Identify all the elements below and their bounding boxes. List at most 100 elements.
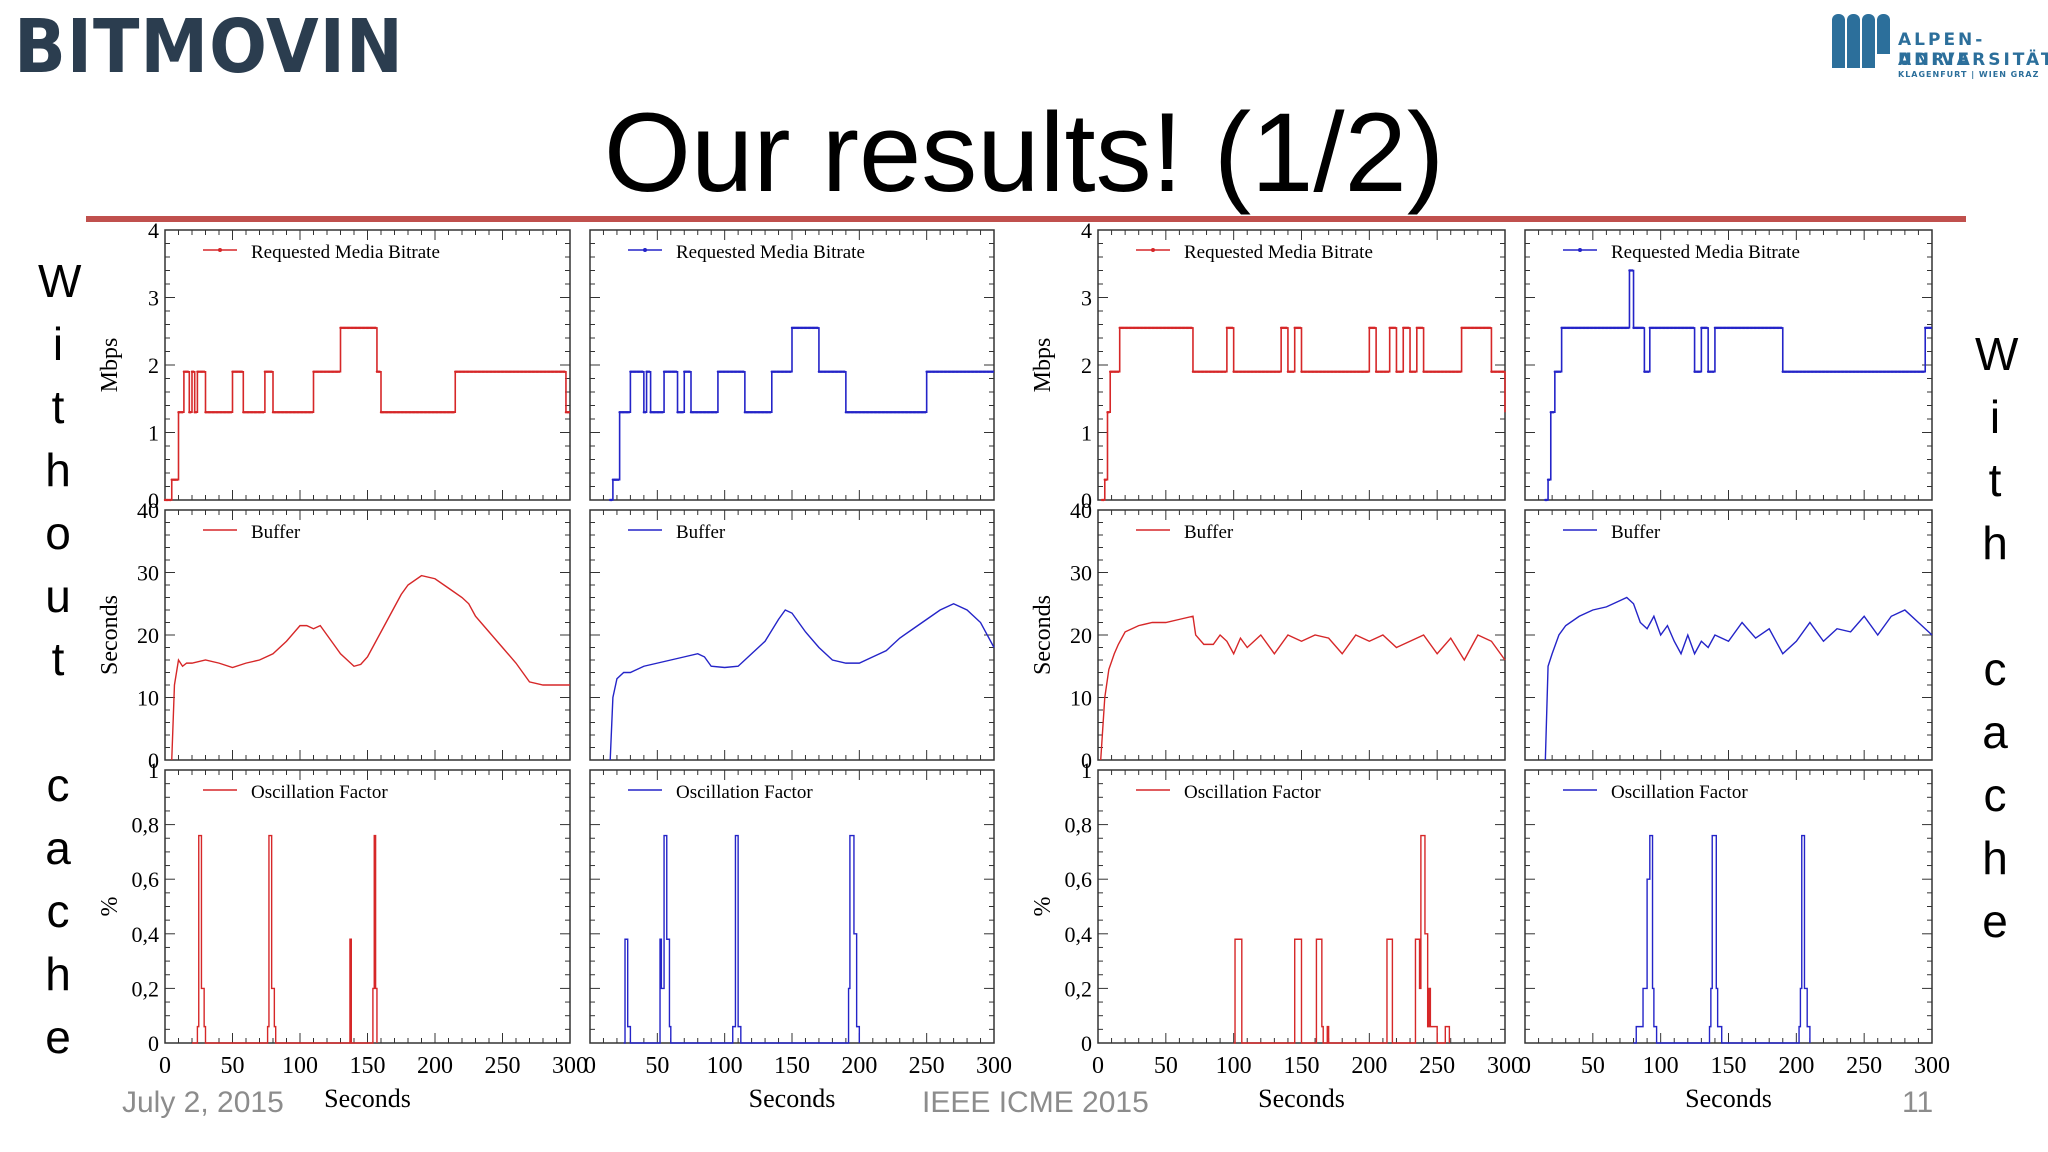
data-point bbox=[1488, 326, 1492, 330]
x-tick-label: 0 bbox=[1092, 1053, 1104, 1079]
legend-label: Oscillation Factor bbox=[1184, 782, 1321, 803]
series-line bbox=[1100, 615, 1506, 761]
x-tick-label: 50 bbox=[1581, 1053, 1605, 1079]
x-tick-label: 100 bbox=[1216, 1053, 1252, 1079]
y-axis-label: Mbps bbox=[1030, 338, 1056, 393]
y-tick-label: 10 bbox=[137, 686, 159, 711]
series-line bbox=[1544, 596, 1933, 761]
x-axis-label: Seconds bbox=[324, 1084, 411, 1113]
data-point bbox=[1705, 326, 1708, 330]
y-tick-label: 4 bbox=[1081, 218, 1092, 243]
data-point bbox=[1548, 478, 1551, 481]
legend-label: Oscillation Factor bbox=[251, 782, 388, 803]
data-point bbox=[924, 411, 927, 414]
series-line bbox=[1233, 834, 1451, 1044]
chart-column-4: Requested Media Bitrate Buffer Oscillation… bbox=[1519, 229, 1950, 1113]
chart-panel: 0 10 20 30 40 Seconds Buffer bbox=[1030, 498, 1506, 773]
side-letter: i bbox=[1989, 391, 2001, 443]
data-point bbox=[229, 411, 233, 414]
side-letter: a bbox=[1982, 706, 2008, 758]
x-tick-label: 200 bbox=[417, 1053, 453, 1079]
y-axis-label: Mbps bbox=[97, 338, 123, 393]
y-tick-label: 0 bbox=[148, 488, 159, 513]
y-tick-label: 30 bbox=[137, 561, 159, 586]
data-point bbox=[1104, 478, 1108, 481]
y-tick-label: 3 bbox=[1081, 286, 1092, 311]
data-point bbox=[1712, 370, 1715, 373]
data-point bbox=[1366, 370, 1370, 373]
series-line bbox=[1102, 327, 1506, 501]
data-point bbox=[769, 411, 772, 414]
x-tick-label: 200 bbox=[1351, 1053, 1387, 1079]
series-line bbox=[171, 574, 570, 761]
series-line bbox=[610, 327, 994, 501]
y-tick-label: 0 bbox=[1081, 748, 1092, 773]
y-tick-label: 0 bbox=[148, 1031, 159, 1056]
data-point bbox=[681, 411, 685, 414]
y-tick-label: 1 bbox=[148, 758, 159, 783]
data-point bbox=[1559, 370, 1562, 373]
data-point bbox=[1107, 411, 1111, 414]
chart-panel: Buffer bbox=[1524, 509, 1933, 761]
data-point bbox=[1552, 411, 1555, 414]
chart-panel: Oscillation Factor bbox=[589, 769, 995, 1044]
data-point bbox=[661, 411, 664, 414]
data-point bbox=[1626, 326, 1630, 330]
y-tick-label: 0 bbox=[1081, 1031, 1092, 1056]
university-name-line3: KLAGENFURT | WIEN GRAZ bbox=[1898, 70, 2040, 79]
y-tick-label: 0,8 bbox=[132, 813, 160, 838]
y-tick-label: 0,2 bbox=[1065, 976, 1093, 1001]
side-letter: c bbox=[46, 885, 70, 937]
data-point bbox=[240, 370, 244, 373]
y-tick-label: 1 bbox=[1081, 421, 1092, 446]
side-letter: c bbox=[46, 759, 70, 811]
x-tick-label: 250 bbox=[1419, 1053, 1455, 1079]
x-tick-label: 250 bbox=[485, 1053, 521, 1079]
data-point bbox=[648, 370, 651, 373]
chart-panel: Requested Media Bitrate bbox=[1524, 229, 1933, 502]
data-point bbox=[610, 498, 613, 502]
bitmovin-logo: BITMOVIN bbox=[14, 4, 404, 90]
data-point bbox=[181, 411, 184, 414]
data-point bbox=[374, 326, 377, 330]
data-point bbox=[1117, 370, 1120, 373]
y-tick-label: 0 bbox=[1081, 488, 1092, 513]
data-point bbox=[1641, 326, 1645, 330]
data-point bbox=[1285, 326, 1288, 330]
data-point bbox=[175, 478, 179, 481]
university-name-line1: ALPEN-ADRIA bbox=[1898, 30, 1986, 70]
alpen-adria-logo: ALPEN-ADRIA UNIVERSITÄT KLAGENFURT | WIE… bbox=[1832, 14, 2048, 80]
side-letter: h bbox=[45, 948, 71, 1000]
series-line bbox=[192, 834, 378, 1044]
data-point bbox=[1298, 326, 1302, 330]
x-axis-label: Seconds bbox=[1685, 1084, 1772, 1113]
side-letter: W bbox=[38, 255, 82, 307]
y-tick-label: 1 bbox=[1081, 758, 1092, 783]
data-point bbox=[1393, 326, 1397, 330]
x-tick-label: 150 bbox=[774, 1053, 810, 1079]
x-tick-label: 0 bbox=[584, 1053, 596, 1079]
x-axis-label: Seconds bbox=[749, 1084, 836, 1113]
data-point bbox=[1929, 326, 1932, 330]
legend-label: Buffer bbox=[1184, 522, 1234, 543]
x-tick-label: 200 bbox=[1778, 1053, 1814, 1079]
y-tick-label: 20 bbox=[137, 623, 159, 648]
chart-panel: 0 1 2 3 4 Mbps Requested Media Bitrate bbox=[1030, 218, 1506, 513]
side-letter: W bbox=[1975, 328, 2019, 380]
legend-marker bbox=[643, 248, 647, 252]
data-point bbox=[192, 370, 195, 373]
series-line bbox=[1633, 834, 1811, 1044]
side-letter: h bbox=[45, 444, 71, 496]
footer-venue: IEEE ICME 2015 bbox=[922, 1086, 1149, 1119]
legend-label: Buffer bbox=[1611, 522, 1661, 543]
plot-frame bbox=[1524, 769, 1933, 1044]
chart-panel: 0 10 20 30 40 Seconds Buffer bbox=[97, 498, 571, 773]
legend-label: Requested Media Bitrate bbox=[1611, 242, 1800, 263]
data-point bbox=[1780, 326, 1783, 330]
data-point bbox=[194, 411, 198, 414]
legend-label: Buffer bbox=[676, 522, 726, 543]
x-tick-label: 0 bbox=[159, 1053, 171, 1079]
